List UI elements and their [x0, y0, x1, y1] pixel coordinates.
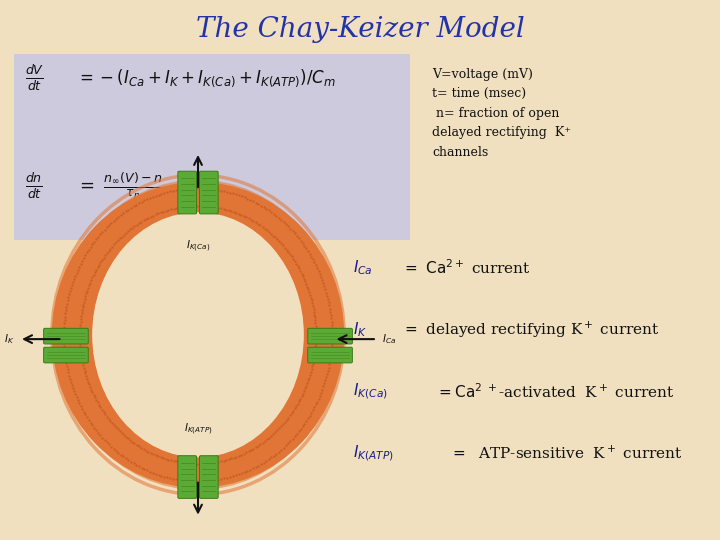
Text: V=voltage (mV)
t= time (msec)
 n= fraction of open
delayed rectifying  K⁺
channe: V=voltage (mV) t= time (msec) n= fractio…: [432, 68, 571, 159]
FancyBboxPatch shape: [14, 54, 410, 240]
Text: $= \ \mathrm{Ca}^{2+}$ current: $= \ \mathrm{Ca}^{2+}$ current: [402, 258, 531, 276]
FancyBboxPatch shape: [44, 328, 89, 344]
FancyBboxPatch shape: [307, 347, 352, 363]
FancyBboxPatch shape: [199, 171, 218, 214]
Text: $I_{Ca}$: $I_{Ca}$: [382, 332, 396, 346]
Ellipse shape: [52, 182, 344, 488]
Text: $=\ \frac{n_{\infty}(V)-n}{\tau_n}$: $=\ \frac{n_{\infty}(V)-n}{\tau_n}$: [76, 171, 163, 202]
FancyBboxPatch shape: [44, 347, 89, 363]
Text: $= \mathrm{Ca}^{2\ +}$-activated  K$^+$ current: $= \mathrm{Ca}^{2\ +}$-activated K$^+$ c…: [436, 382, 674, 401]
Text: $I_{K(ATP)}$: $I_{K(ATP)}$: [353, 444, 394, 463]
Text: $= \ $ ATP-sensitive  K$^+$ current: $= \ $ ATP-sensitive K$^+$ current: [450, 445, 683, 462]
Text: $= $ delayed rectifying K$^+$ current: $= $ delayed rectifying K$^+$ current: [402, 319, 660, 340]
Ellipse shape: [92, 212, 304, 457]
Text: $I_{K(Ca)}$: $I_{K(Ca)}$: [186, 239, 210, 254]
FancyBboxPatch shape: [178, 456, 197, 498]
Text: $I_{K(ATP)}$: $I_{K(ATP)}$: [184, 421, 212, 436]
FancyBboxPatch shape: [178, 171, 197, 214]
Text: $= -(I_{Ca}+I_K+I_{K(Ca)}+I_{K(ATP)})/C_m$: $= -(I_{Ca}+I_K+I_{K(Ca)}+I_{K(ATP)})/C_…: [76, 68, 336, 89]
Text: $I_{K(Ca)}$: $I_{K(Ca)}$: [353, 382, 387, 401]
Text: $I_K$: $I_K$: [353, 320, 367, 339]
Text: $\frac{dV}{dt}$: $\frac{dV}{dt}$: [25, 64, 45, 93]
Text: The Chay-Keizer Model: The Chay-Keizer Model: [196, 16, 524, 43]
FancyBboxPatch shape: [307, 328, 352, 344]
Text: $I_{Ca}$: $I_{Ca}$: [353, 258, 372, 276]
FancyBboxPatch shape: [199, 456, 218, 498]
Text: $\frac{dn}{dt}$: $\frac{dn}{dt}$: [25, 172, 43, 201]
Text: $I_K$: $I_K$: [4, 332, 14, 346]
